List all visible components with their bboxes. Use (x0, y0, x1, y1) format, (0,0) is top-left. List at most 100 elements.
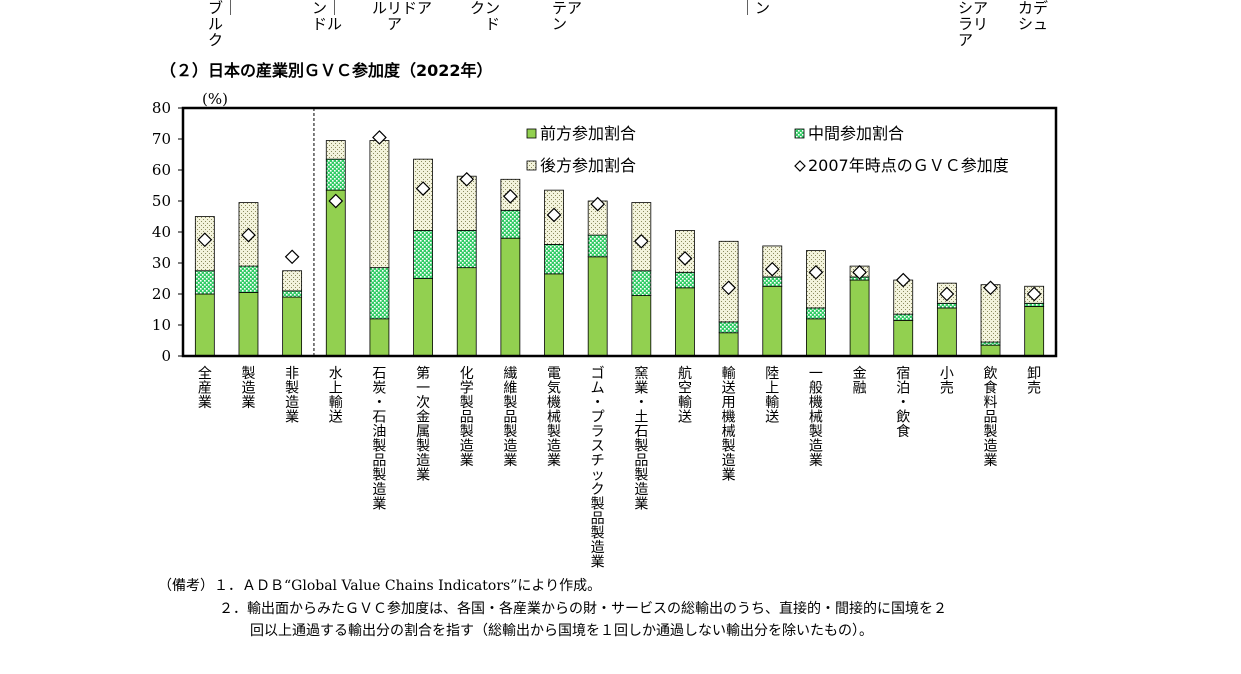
legend-label: 中間参加割合 (808, 124, 904, 143)
x-tick-label: 一般機械製造業 (809, 366, 823, 469)
top-fragment: クン ド (470, 0, 501, 33)
legend-forward: 前方参加割合 (526, 124, 636, 143)
marker-2007 (546, 207, 562, 223)
legend-backward: 後方参加割合 (526, 156, 636, 175)
bar-forward (631, 295, 652, 357)
x-tick-label: 宿泊・飲食 (896, 365, 910, 440)
bar-middle (675, 271, 695, 289)
top-fragment: ｜ン (740, 0, 771, 17)
marker-2007 (677, 251, 693, 266)
bar-middle (500, 209, 521, 239)
bar-middle (194, 270, 215, 295)
marker-2007 (939, 286, 955, 302)
x-tick-label: 小売 (940, 366, 954, 397)
bar-middle (806, 307, 826, 320)
y-axis: 0 10 20 30 40 50 60 70 80 (152, 99, 183, 365)
marker-2007 (633, 233, 649, 249)
bar-middle (936, 302, 957, 309)
y-tick-label: 40 (152, 223, 171, 241)
bar-forward (413, 278, 433, 357)
top-fragment: カデ シュ (1018, 0, 1049, 33)
bar-middle (718, 321, 739, 334)
y-tick-label: 10 (152, 316, 171, 334)
legend-marker-2007: 2007年時点のＧＶＣ参加度 (794, 156, 1009, 175)
x-tick-label: 金融 (853, 366, 867, 397)
marker-2007 (372, 130, 387, 145)
bar-forward (369, 318, 390, 357)
marker-2007 (983, 280, 998, 296)
bar-forward (500, 237, 521, 357)
bar-forward (194, 293, 215, 357)
x-tick-label: 水上輸送 (329, 366, 343, 426)
y-tick-label: 70 (152, 130, 171, 148)
x-tick-label: 石炭・石油製品製造業 (372, 366, 386, 513)
chart-title: （２）日本の産業別ＧＶＣ参加度（2022年） (160, 61, 493, 80)
legend-middle: 中間参加割合 (794, 124, 904, 143)
y-tick-label: 50 (152, 192, 171, 210)
bar-forward (456, 267, 477, 357)
bar-middle (456, 230, 477, 269)
bar-forward (762, 285, 783, 357)
legend-swatch (526, 128, 537, 139)
bar-forward (980, 344, 1001, 357)
bar-middle (282, 290, 303, 298)
x-tick-label: 非製造業 (285, 366, 299, 426)
legend-label: 後方参加割合 (540, 156, 636, 175)
bar-forward (238, 292, 259, 357)
note-line-2: ２．輸出面からみたＧＶＣ参加度は、各国・各産業からの財・サービスの総輸出のうち、… (219, 601, 947, 617)
x-tick-label: 電気機械製造業 (547, 366, 561, 469)
bar-backward (369, 140, 390, 269)
note-line-3: 回以上通過する輸出分の割合を指す（総輸出から国境を１回しか通過しない輸出分を除い… (250, 623, 873, 639)
marker-2007 (328, 193, 344, 209)
bar-middle (369, 267, 390, 320)
marker-2007 (895, 272, 911, 288)
y-tick-label: 20 (152, 285, 171, 303)
x-tick-label: ゴム・プラスチック製品製造業 (591, 365, 605, 571)
bar-forward (282, 296, 303, 357)
marker-2007 (415, 181, 431, 196)
marker-2007 (459, 171, 475, 187)
x-tick-label: 繊維製品製造業 (503, 366, 517, 469)
x-tick-label: 窯業・土石製品製造業 (634, 365, 648, 513)
top-fragment: ブ｜ルク (208, 0, 239, 49)
marker-2007 (241, 227, 256, 243)
y-axis-label: (%) (202, 90, 228, 108)
bar-forward (893, 319, 914, 357)
bar-middle (1024, 302, 1045, 307)
y-tick-label: 80 (152, 99, 171, 117)
bar-middle (980, 341, 1001, 346)
bar-backward (282, 270, 303, 292)
top-fragment: ン｜ ドル (312, 0, 343, 33)
marker-2007 (503, 189, 518, 204)
markers-layer (197, 130, 1042, 302)
x-tick-label: 製造業 (241, 366, 255, 411)
bar-middle (325, 158, 346, 191)
marker-2007 (764, 261, 780, 277)
legend-swatch (526, 160, 537, 171)
marker-2007 (284, 249, 300, 265)
bar-middle (631, 270, 652, 296)
marker-2007 (197, 232, 213, 248)
top-fragment: シア ラリア (958, 0, 989, 49)
legend-label: 2007年時点のＧＶＣ参加度 (808, 156, 1009, 175)
y-tick-label: 60 (152, 161, 171, 179)
bar-forward (587, 256, 608, 357)
y-tick-label: 30 (152, 254, 171, 272)
bar-middle (587, 234, 608, 258)
x-tick-label: 輸送用機械製造業 (722, 366, 736, 484)
bar-middle (238, 265, 259, 293)
top-fragment: テアン (552, 0, 583, 33)
legend-swatch (794, 160, 806, 172)
marker-2007 (852, 264, 867, 280)
bar-forward (1024, 305, 1045, 357)
bar-middle (893, 313, 914, 321)
bar-forward (806, 318, 826, 357)
bar-forward (718, 332, 739, 357)
x-tick-label: 卸売 (1027, 366, 1041, 397)
x-tick-label: 化学製品製造業 (460, 366, 474, 469)
x-tick-label: 第一次金属製造業 (416, 365, 430, 484)
x-axis-labels: 全産業 製造業 非製造業 水上輸送 石炭・石油製品製造業 第一次金属製造業 化学製品製造業 繊… (198, 365, 1041, 571)
top-fragment: ルリドア ア (372, 0, 433, 33)
x-tick-label: 全産業 (198, 365, 212, 411)
